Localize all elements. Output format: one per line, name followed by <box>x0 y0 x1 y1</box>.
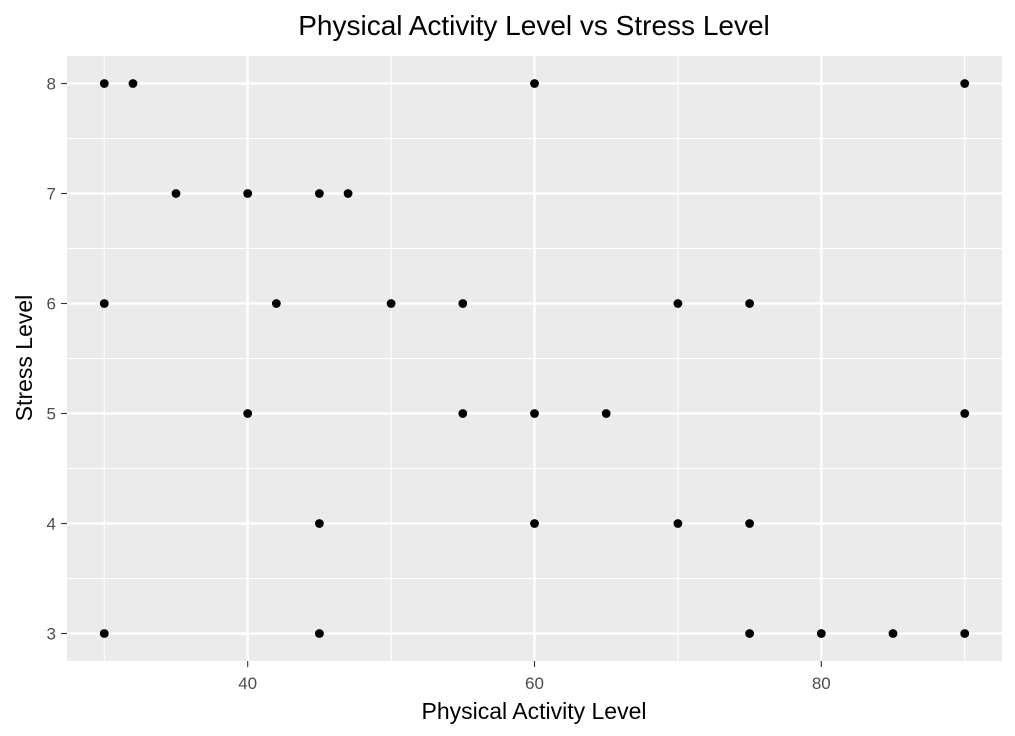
data-point <box>530 79 539 88</box>
data-point <box>458 299 468 308</box>
data-point <box>171 189 181 198</box>
data-point <box>816 629 826 638</box>
data-point <box>960 409 970 418</box>
data-point <box>960 79 970 88</box>
data-point <box>128 79 138 88</box>
data-point <box>673 519 683 528</box>
data-point <box>601 409 611 418</box>
y-tick-label: 7 <box>47 185 56 204</box>
y-tick-label: 4 <box>47 515 56 534</box>
data-point <box>314 189 324 198</box>
data-points <box>99 79 970 638</box>
data-point <box>960 629 970 638</box>
data-point <box>530 409 539 418</box>
data-point <box>745 299 755 308</box>
data-point <box>243 409 253 418</box>
data-point <box>458 409 468 418</box>
data-point <box>99 299 109 308</box>
x-axis-title: Physical Activity Level <box>422 698 647 724</box>
y-tick-label: 6 <box>47 295 56 314</box>
data-point <box>745 519 755 528</box>
x-axis-ticks: 40 60 80 <box>238 661 831 693</box>
data-point <box>243 189 253 198</box>
chart-title: Physical Activity Level vs Stress Level <box>298 10 770 41</box>
y-axis-title: Stress Level <box>11 295 37 422</box>
x-tick-label: 80 <box>812 674 831 693</box>
y-tick-label: 8 <box>47 75 56 94</box>
y-axis-ticks: 3 4 5 6 7 8 <box>47 75 67 644</box>
data-point <box>99 79 109 88</box>
data-point <box>271 299 281 308</box>
data-point <box>386 299 396 308</box>
x-tick-label: 40 <box>238 674 257 693</box>
data-point <box>314 629 324 638</box>
data-point <box>530 519 539 528</box>
x-tick-label: 60 <box>525 674 544 693</box>
data-point <box>343 189 353 198</box>
data-point <box>673 299 683 308</box>
data-point <box>888 629 898 638</box>
data-point <box>99 629 109 638</box>
y-tick-label: 3 <box>47 625 56 644</box>
data-point <box>314 519 324 528</box>
y-tick-label: 5 <box>47 405 56 424</box>
data-point <box>745 629 755 638</box>
